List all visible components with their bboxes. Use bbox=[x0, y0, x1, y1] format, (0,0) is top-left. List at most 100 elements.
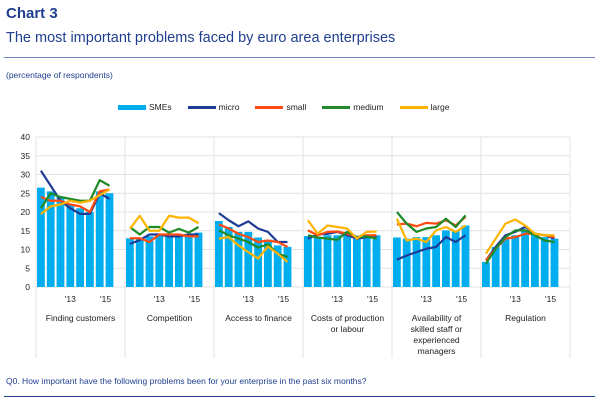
bar-smes bbox=[244, 231, 253, 287]
x-tick-label: '13 bbox=[154, 294, 165, 304]
y-tick-label: 10 bbox=[21, 245, 31, 255]
category-label: Costs of production or labour bbox=[310, 313, 385, 334]
bar-smes bbox=[333, 235, 342, 287]
bar-smes bbox=[501, 238, 510, 287]
bar-smes bbox=[215, 221, 223, 287]
line-micro bbox=[218, 212, 288, 244]
bar-smes bbox=[184, 236, 193, 287]
bar-smes bbox=[283, 246, 292, 287]
legend-item-micro: micro bbox=[187, 102, 240, 112]
legend-swatch bbox=[255, 105, 284, 109]
x-tick-label: '15 bbox=[278, 294, 289, 304]
bar-smes bbox=[95, 191, 104, 287]
bar-smes bbox=[540, 237, 549, 287]
bar-smes bbox=[175, 234, 183, 287]
bar-smes bbox=[482, 261, 490, 287]
y-tick-label: 35 bbox=[21, 151, 31, 161]
x-tick-label: '13 bbox=[65, 294, 76, 304]
bar-smes bbox=[304, 236, 312, 287]
line-medium bbox=[396, 211, 467, 233]
x-tick-label: '15 bbox=[367, 294, 378, 304]
bar-smes bbox=[323, 235, 332, 287]
bar-smes bbox=[194, 232, 203, 287]
bar-smes bbox=[393, 237, 401, 287]
bar-smes bbox=[451, 230, 460, 287]
bar-smes bbox=[432, 235, 440, 287]
bar-smes bbox=[550, 238, 559, 287]
bar-smes bbox=[521, 230, 529, 287]
line-medium bbox=[307, 230, 377, 241]
chart-subtitle: The most important problems faced by eur… bbox=[6, 30, 396, 46]
bar-smes bbox=[37, 187, 45, 287]
legend-label: medium bbox=[353, 102, 384, 112]
bar-smes bbox=[362, 236, 371, 287]
line-medium bbox=[39, 179, 111, 209]
y-tick-label: 40 bbox=[21, 132, 31, 142]
x-tick-label: '15 bbox=[456, 294, 467, 304]
bar-smes bbox=[511, 235, 520, 287]
unit-note: (percentage of respondents) bbox=[6, 70, 113, 80]
bar-smes bbox=[145, 236, 154, 287]
line-medium bbox=[484, 229, 555, 265]
chart-title: Chart 3 bbox=[6, 5, 58, 22]
bar-smes bbox=[66, 204, 75, 287]
category-label: Competition bbox=[146, 313, 193, 323]
line-large bbox=[395, 218, 467, 244]
line-small bbox=[129, 233, 199, 244]
y-tick-label: 30 bbox=[21, 170, 31, 180]
y-tick-label: 20 bbox=[21, 207, 31, 217]
divider bbox=[4, 57, 595, 58]
bar-smes bbox=[461, 225, 470, 287]
legend-item-large: large bbox=[399, 102, 450, 112]
y-tick-label: 5 bbox=[25, 263, 30, 273]
legend-label: micro bbox=[218, 102, 240, 112]
x-tick-label: '13 bbox=[243, 294, 254, 304]
category-label: Regulation bbox=[505, 313, 546, 323]
bar-smes bbox=[135, 238, 144, 287]
x-tick-label: '15 bbox=[189, 294, 200, 304]
line-large bbox=[307, 219, 377, 240]
legend-label: small bbox=[286, 102, 307, 112]
line-medium bbox=[129, 225, 200, 236]
bar-smes bbox=[422, 237, 431, 287]
x-tick-label: '15 bbox=[545, 294, 556, 304]
category-label: Availability of skilled staff or experie… bbox=[410, 313, 463, 356]
x-tick-label: '13 bbox=[332, 294, 343, 304]
bar-smes bbox=[105, 193, 114, 287]
bar-smes bbox=[372, 235, 381, 287]
category-label: Access to finance bbox=[225, 313, 292, 323]
y-tick-label: 0 bbox=[25, 282, 30, 292]
bar-smes bbox=[491, 246, 500, 287]
legend-item-medium: medium bbox=[322, 102, 384, 112]
category-label: Finding customers bbox=[45, 313, 116, 323]
line-small bbox=[218, 223, 288, 248]
bar-smes bbox=[46, 191, 55, 287]
bar-smes bbox=[234, 231, 243, 287]
bar-smes bbox=[86, 212, 94, 287]
bar-smes bbox=[313, 237, 322, 287]
legend-label: SMEs bbox=[149, 102, 172, 112]
line-micro bbox=[396, 234, 467, 261]
legend-label: large bbox=[430, 102, 450, 112]
bar-smes bbox=[353, 238, 361, 287]
bar-smes bbox=[155, 234, 164, 287]
bar-smes bbox=[76, 208, 84, 287]
bar-smes bbox=[254, 237, 262, 287]
x-tick-label: '15 bbox=[100, 294, 111, 304]
legend-swatch bbox=[399, 105, 428, 109]
line-large bbox=[218, 236, 289, 263]
bar-smes bbox=[264, 239, 272, 287]
bar-smes bbox=[273, 245, 282, 287]
line-large bbox=[129, 214, 200, 232]
legend-swatch bbox=[187, 105, 216, 109]
divider bbox=[4, 396, 595, 397]
y-tick-label: 25 bbox=[21, 188, 31, 198]
line-large bbox=[484, 218, 555, 255]
x-tick-label: '13 bbox=[421, 294, 432, 304]
line-large bbox=[40, 188, 111, 215]
bar-smes bbox=[126, 238, 134, 287]
legend-item-smes: SMEs bbox=[118, 102, 172, 112]
bar-smes bbox=[343, 235, 351, 287]
bar-smes bbox=[412, 237, 421, 287]
